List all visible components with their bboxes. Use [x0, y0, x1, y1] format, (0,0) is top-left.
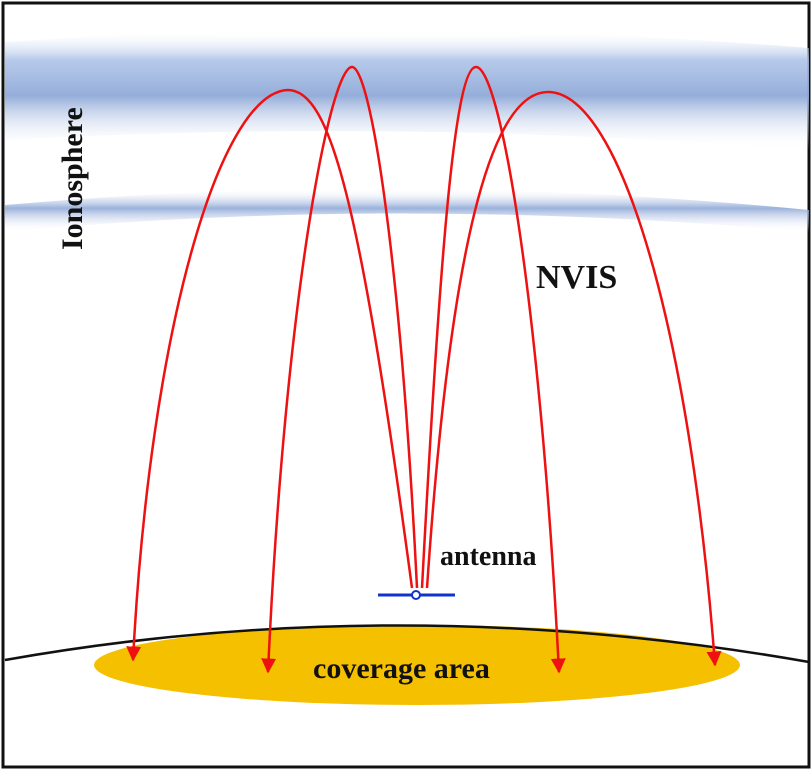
ground-line	[4, 624, 810, 664]
nvis-label: NVIS	[536, 259, 617, 296]
ray-right-outer	[425, 90, 722, 667]
ray-right-inner	[420, 65, 566, 674]
ray-left-outer	[126, 88, 414, 662]
coverage-area-ellipse	[94, 625, 740, 705]
ionosphere-upper-band	[5, 29, 809, 151]
coverage-area-label: coverage area	[313, 652, 490, 685]
antenna-icon	[378, 590, 455, 600]
antenna-label: antenna	[440, 541, 536, 572]
ray-group	[126, 65, 722, 674]
ionosphere-label: Ionosphere	[56, 107, 89, 250]
ionosphere-lower-band	[5, 188, 809, 232]
ray-left-inner	[261, 65, 419, 674]
